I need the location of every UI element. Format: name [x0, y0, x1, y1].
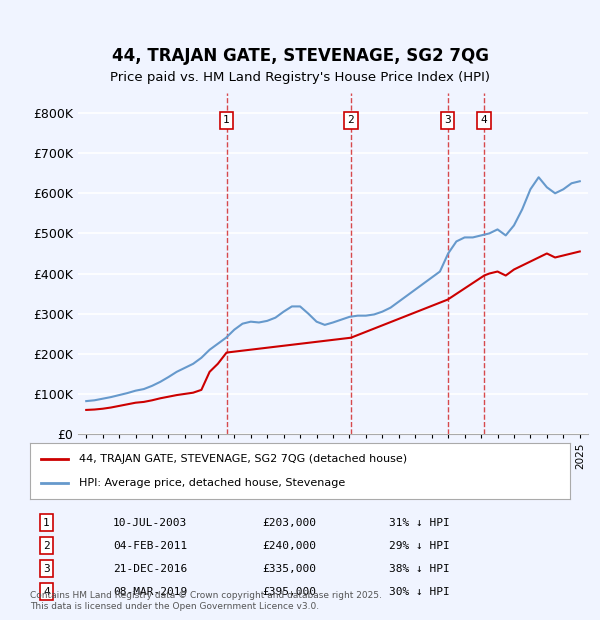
- HPI: Average price, detached house, Stevenage: (2.01e+03, 3.05e+05): Average price, detached house, Stevenage…: [379, 308, 386, 316]
- Text: 38% ↓ HPI: 38% ↓ HPI: [389, 564, 449, 574]
- HPI: Average price, detached house, Stevenage: (2e+03, 8.2e+04): Average price, detached house, Stevenage…: [83, 397, 90, 405]
- 44, TRAJAN GATE, STEVENAGE, SG2 7QG (detached house): [206, 368, 213, 376]
- Text: 4: 4: [43, 587, 50, 597]
- 44, TRAJAN GATE, STEVENAGE, SG2 7QG (detached house): [347, 334, 355, 342]
- Text: 04-FEB-2011: 04-FEB-2011: [113, 541, 187, 551]
- Text: 21-DEC-2016: 21-DEC-2016: [113, 564, 187, 574]
- Line: 44, TRAJAN GATE, STEVENAGE, SG2 7QG (detached house): 44, TRAJAN GATE, STEVENAGE, SG2 7QG (det…: [86, 252, 580, 410]
- 44, TRAJAN GATE, STEVENAGE, SG2 7QG (detached house): [198, 386, 205, 394]
- 44, TRAJAN GATE, STEVENAGE, SG2 7QG (detached house): [214, 360, 221, 368]
- 44, TRAJAN GATE, STEVENAGE, SG2 7QG (detached house): [502, 272, 509, 279]
- HPI: Average price, detached house, Stevenage: (2e+03, 1.65e+05): Average price, detached house, Stevenage…: [181, 364, 188, 371]
- Text: £395,000: £395,000: [262, 587, 316, 597]
- Text: 44, TRAJAN GATE, STEVENAGE, SG2 7QG (detached house): 44, TRAJAN GATE, STEVENAGE, SG2 7QG (det…: [79, 454, 407, 464]
- HPI: Average price, detached house, Stevenage: (2.01e+03, 2.92e+05): Average price, detached house, Stevenage…: [346, 313, 353, 321]
- HPI: Average price, detached house, Stevenage: (2.02e+03, 6.3e+05): Average price, detached house, Stevenage…: [576, 177, 583, 185]
- 44, TRAJAN GATE, STEVENAGE, SG2 7QG (detached house): [560, 252, 567, 259]
- 44, TRAJAN GATE, STEVENAGE, SG2 7QG (detached house): [568, 250, 575, 257]
- 44, TRAJAN GATE, STEVENAGE, SG2 7QG (detached house): [181, 390, 188, 397]
- 44, TRAJAN GATE, STEVENAGE, SG2 7QG (detached house): [527, 258, 534, 265]
- 44, TRAJAN GATE, STEVENAGE, SG2 7QG (detached house): [124, 401, 131, 408]
- HPI: Average price, detached house, Stevenage: (2.02e+03, 5.2e+05): Average price, detached house, Stevenage…: [511, 222, 518, 229]
- Text: 44, TRAJAN GATE, STEVENAGE, SG2 7QG: 44, TRAJAN GATE, STEVENAGE, SG2 7QG: [112, 46, 488, 65]
- 44, TRAJAN GATE, STEVENAGE, SG2 7QG (detached house): [551, 254, 559, 261]
- 44, TRAJAN GATE, STEVENAGE, SG2 7QG (detached house): [107, 404, 115, 411]
- Text: 10-JUL-2003: 10-JUL-2003: [113, 518, 187, 528]
- Text: Price paid vs. HM Land Registry's House Price Index (HPI): Price paid vs. HM Land Registry's House …: [110, 71, 490, 84]
- 44, TRAJAN GATE, STEVENAGE, SG2 7QG (detached house): [157, 394, 164, 402]
- HPI: Average price, detached house, Stevenage: (2.02e+03, 6.4e+05): Average price, detached house, Stevenage…: [535, 174, 542, 181]
- 44, TRAJAN GATE, STEVENAGE, SG2 7QG (detached house): [99, 405, 106, 412]
- Text: £240,000: £240,000: [262, 541, 316, 551]
- Text: 3: 3: [43, 564, 50, 574]
- HPI: Average price, detached house, Stevenage: (2.01e+03, 2.78e+05): Average price, detached house, Stevenage…: [256, 319, 263, 326]
- Text: 1: 1: [43, 518, 50, 528]
- 44, TRAJAN GATE, STEVENAGE, SG2 7QG (detached house): [485, 270, 493, 277]
- 44, TRAJAN GATE, STEVENAGE, SG2 7QG (detached house): [140, 398, 148, 405]
- 44, TRAJAN GATE, STEVENAGE, SG2 7QG (detached house): [148, 397, 155, 404]
- HPI: Average price, detached house, Stevenage: (2e+03, 1.9e+05): Average price, detached house, Stevenage…: [198, 354, 205, 361]
- 44, TRAJAN GATE, STEVENAGE, SG2 7QG (detached house): [535, 254, 542, 261]
- Text: HPI: Average price, detached house, Stevenage: HPI: Average price, detached house, Stev…: [79, 479, 345, 489]
- Text: 2: 2: [347, 115, 355, 125]
- 44, TRAJAN GATE, STEVENAGE, SG2 7QG (detached house): [511, 266, 518, 273]
- Text: 31% ↓ HPI: 31% ↓ HPI: [389, 518, 449, 528]
- Line: HPI: Average price, detached house, Stevenage: HPI: Average price, detached house, Stev…: [86, 177, 580, 401]
- 44, TRAJAN GATE, STEVENAGE, SG2 7QG (detached house): [481, 272, 488, 279]
- 44, TRAJAN GATE, STEVENAGE, SG2 7QG (detached house): [576, 248, 583, 255]
- 44, TRAJAN GATE, STEVENAGE, SG2 7QG (detached house): [83, 406, 90, 414]
- Text: 29% ↓ HPI: 29% ↓ HPI: [389, 541, 449, 551]
- Text: 4: 4: [481, 115, 488, 125]
- 44, TRAJAN GATE, STEVENAGE, SG2 7QG (detached house): [165, 393, 172, 401]
- Text: 30% ↓ HPI: 30% ↓ HPI: [389, 587, 449, 597]
- Text: 1: 1: [223, 115, 230, 125]
- Text: £335,000: £335,000: [262, 564, 316, 574]
- 44, TRAJAN GATE, STEVENAGE, SG2 7QG (detached house): [444, 296, 451, 303]
- 44, TRAJAN GATE, STEVENAGE, SG2 7QG (detached house): [132, 399, 139, 407]
- 44, TRAJAN GATE, STEVENAGE, SG2 7QG (detached house): [190, 389, 197, 396]
- Text: 08-MAR-2019: 08-MAR-2019: [113, 587, 187, 597]
- 44, TRAJAN GATE, STEVENAGE, SG2 7QG (detached house): [518, 262, 526, 269]
- 44, TRAJAN GATE, STEVENAGE, SG2 7QG (detached house): [223, 349, 230, 356]
- 44, TRAJAN GATE, STEVENAGE, SG2 7QG (detached house): [173, 391, 181, 399]
- 44, TRAJAN GATE, STEVENAGE, SG2 7QG (detached house): [543, 250, 550, 257]
- Text: 3: 3: [444, 115, 451, 125]
- 44, TRAJAN GATE, STEVENAGE, SG2 7QG (detached house): [494, 268, 501, 275]
- Text: 2: 2: [43, 541, 50, 551]
- Text: Contains HM Land Registry data © Crown copyright and database right 2025.
This d: Contains HM Land Registry data © Crown c…: [30, 591, 382, 611]
- 44, TRAJAN GATE, STEVENAGE, SG2 7QG (detached house): [116, 402, 123, 410]
- 44, TRAJAN GATE, STEVENAGE, SG2 7QG (detached house): [91, 406, 98, 414]
- Text: £203,000: £203,000: [262, 518, 316, 528]
